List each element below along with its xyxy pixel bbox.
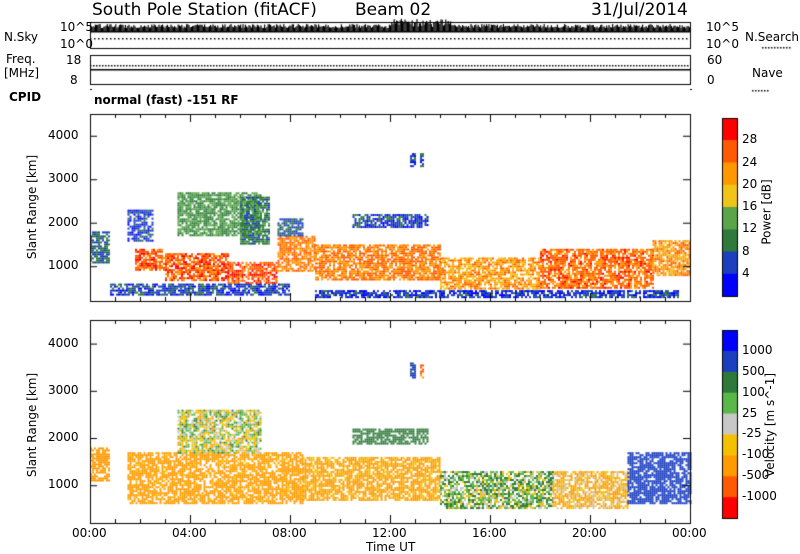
velocity-colorbar-tick: 25	[742, 405, 758, 420]
noise-tick-left-bottom: 10^0	[60, 37, 93, 51]
power-colorbar-tick: 16	[742, 199, 758, 213]
velocity-colorbar-tick: 100	[742, 384, 765, 399]
station-title: South Pole Station (fitACF)	[92, 0, 317, 20]
y-tick-label: 4000	[48, 127, 79, 142]
date-label: 31/Jul/2014	[591, 0, 688, 20]
y-tick-label: 1000	[48, 258, 79, 273]
velocity-colorbar-tick: -1000	[742, 489, 777, 504]
power-colorbar-tick: 20	[742, 176, 758, 191]
x-tick-label: 00:00	[672, 526, 707, 540]
noise-tick-left-top: 10^5	[60, 20, 93, 34]
power-y-axis-label: Slant Range [km]	[25, 154, 40, 260]
power-colorbar-tick: 8	[742, 243, 750, 258]
velocity-y-axis-label: Slant Range [km]	[25, 372, 40, 478]
x-tick-label: 20:00	[572, 526, 607, 540]
velocity-colorbar-tick: 500	[742, 363, 765, 378]
x-tick-label: 08:00	[272, 526, 307, 540]
power-colorbar-tick: 4	[742, 265, 750, 280]
power-colorbar-label: Power [dB]	[759, 179, 774, 245]
freq-label: Freq.	[6, 52, 36, 66]
nave-label: Nave	[752, 66, 783, 80]
power-colorbar-tick: 12	[742, 221, 758, 236]
time-axis-title: Time UT	[366, 540, 416, 554]
nave-tick-top: 60	[707, 53, 723, 67]
cpid-label: CPID	[9, 90, 42, 104]
y-tick-label: 2000	[48, 214, 79, 229]
y-tick-label: 4000	[48, 335, 79, 350]
velocity-colorbar-tick: 1000	[742, 342, 773, 357]
velocity-colorbar-tick: -25	[742, 426, 762, 441]
noise-tick-right-bottom: 10^0	[706, 37, 739, 51]
freq-tick-top: 18	[66, 53, 82, 67]
velocity-colorbar-label: Velocity [m s^-1]	[763, 372, 778, 478]
freq-tick-bottom: 8	[70, 73, 78, 87]
nave-tick-bottom: 0	[707, 73, 715, 87]
y-tick-label: 2000	[48, 430, 79, 445]
x-tick-label: 04:00	[172, 526, 207, 540]
noise-tick-right-top: 10^5	[706, 20, 739, 34]
beam-label: Beam 02	[355, 0, 432, 20]
x-tick-label: 00:00	[72, 526, 107, 540]
cpid-mode: normal (fast) -151 RF	[94, 93, 239, 107]
freq-unit-label: [MHz]	[4, 66, 40, 80]
x-tick-label: 16:00	[472, 526, 507, 540]
y-tick-label: 3000	[48, 382, 79, 397]
power-colorbar-tick: 24	[742, 154, 758, 169]
y-tick-label: 1000	[48, 477, 79, 492]
velocity-colorbar-tick: -500	[742, 468, 770, 483]
x-tick-label: 12:00	[372, 526, 407, 540]
y-tick-label: 3000	[48, 171, 79, 186]
power-colorbar-tick: 28	[742, 132, 758, 147]
noise-search-label: N.Search	[745, 30, 800, 44]
noise-sky-label: N.Sky	[4, 30, 39, 44]
velocity-colorbar-tick: -100	[742, 447, 770, 462]
